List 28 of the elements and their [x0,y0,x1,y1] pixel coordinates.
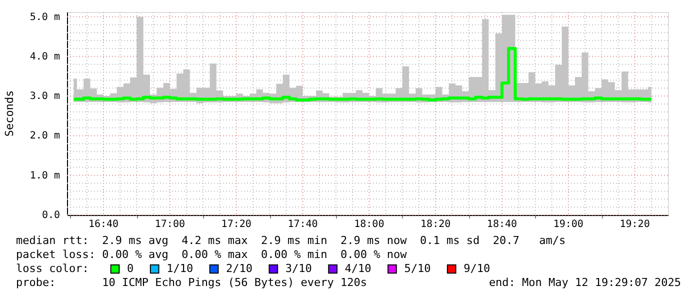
x-tick-label: 19:20 [620,219,650,230]
x-tick-label: 18:00 [354,219,384,230]
legend-label: 4/10 [344,262,372,275]
y-tick-label: 4.0 m [30,51,60,62]
y-tick-label: 1.0 m [30,170,60,182]
y-tick-label: 2.0 m [30,130,60,142]
x-tick-label: 19:00 [553,219,584,230]
x-tick-label: 17:20 [221,219,252,230]
y-axis-title: Seconds [3,90,16,137]
x-tick-label: 18:40 [486,219,518,230]
legend-label: 2/10 [226,262,252,275]
legend-label: 5/10 [404,262,431,275]
x-tick-label: 17:40 [288,219,318,230]
y-tick-label: 3.0 m [30,91,60,102]
text: median rtt: 2.9 ms avg 4.2 ms max 2.9 ms min 2.9 ms now 0.1 ms sd 20.7 am/s [16,234,566,247]
legend-label: 3/10 [285,262,312,275]
x-tick-label: 17:00 [154,219,185,230]
text: probe: 10 ICMP Echo Pings (56 Bytes) every 120s [16,276,367,289]
y-tick-label: 5.0 m [30,12,60,23]
legend-label: 0 [127,262,134,275]
legend-label: 9/10 [464,262,490,275]
x-tick-label: 18:20 [420,219,451,230]
text: packet loss: 0.00 % avg 0.00 % max 0.00 % min 0.00 % now [16,248,408,261]
legend-title: loss color: [16,262,89,275]
text: end: Mon May 12 19:29:07 2025 [488,276,681,289]
y-tick-label: 0.0 [42,210,60,221]
x-tick-label: 16:40 [88,219,119,230]
legend-label: 1/10 [166,262,194,275]
